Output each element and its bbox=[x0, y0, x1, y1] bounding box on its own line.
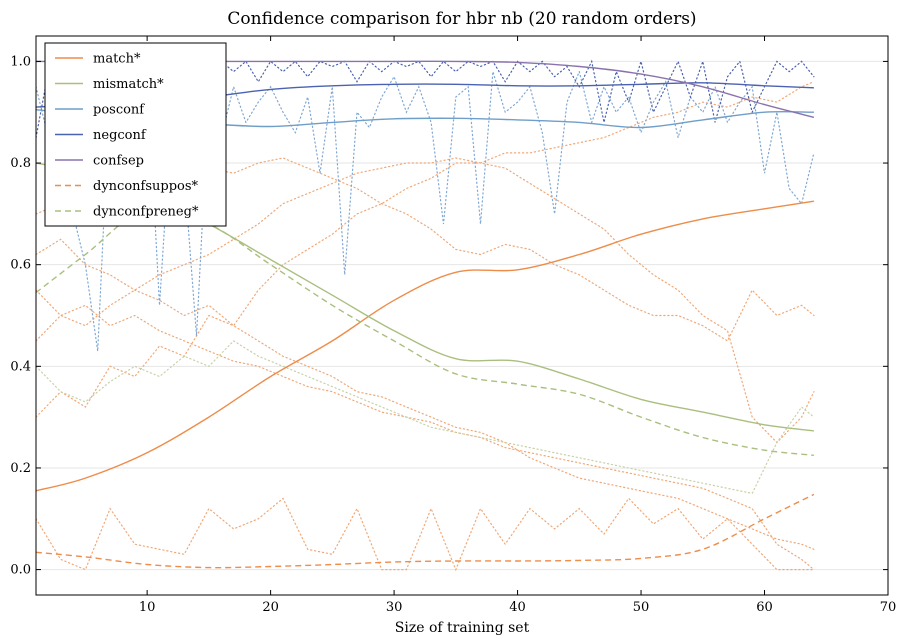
chart-title: Confidence comparison for hbr nb (20 ran… bbox=[227, 9, 696, 29]
legend-label: mismatch* bbox=[93, 77, 164, 92]
dotted-trace-line bbox=[36, 289, 815, 571]
x-tick-label: 30 bbox=[386, 600, 403, 615]
x-tick-label: 50 bbox=[633, 600, 650, 615]
legend-label: dynconfsuppos* bbox=[93, 179, 199, 194]
dotted-trace-line bbox=[36, 497, 815, 572]
x-tick-label: 10 bbox=[139, 600, 156, 615]
plot-frame bbox=[35, 35, 889, 596]
series-line-match bbox=[36, 200, 815, 492]
y-tick-label: 0.0 bbox=[10, 563, 31, 578]
x-tick-label: 70 bbox=[880, 600, 897, 615]
legend-label: negconf bbox=[93, 128, 147, 143]
legend-label: posconf bbox=[93, 103, 145, 118]
series-line-dynconfsuppos bbox=[36, 493, 815, 569]
legend: match* mismatch* posconf negconf confsep dync… bbox=[44, 42, 227, 227]
dotted-trace-line bbox=[36, 157, 815, 444]
y-tick-label: 0.4 bbox=[10, 359, 31, 374]
x-tick-label: 40 bbox=[509, 600, 526, 615]
x-axis-label: Size of training set bbox=[395, 620, 530, 636]
series-line-dynconfpreneg bbox=[36, 206, 814, 456]
x-tick-label: 60 bbox=[756, 600, 773, 615]
x-tick-label: 20 bbox=[262, 600, 279, 615]
y-tick-label: 0.6 bbox=[10, 258, 31, 273]
dotted-trace-line bbox=[36, 81, 815, 418]
dotted-trace-line bbox=[36, 238, 815, 550]
y-tick-label: 1.0 bbox=[10, 54, 31, 69]
legend-label: dynconfpreneg* bbox=[93, 205, 199, 220]
dotted-trace-line bbox=[36, 152, 815, 342]
legend-label: match* bbox=[93, 52, 141, 67]
legend-label: confsep bbox=[93, 154, 144, 169]
axis-ticks: 0.0 0.2 0.4 0.6 0.8 1.0 10 20 30 40 50 60 70 bbox=[10, 36, 896, 615]
dotted-trace-line bbox=[36, 340, 815, 495]
y-tick-label: 0.8 bbox=[10, 156, 31, 171]
dotted-trace-line bbox=[36, 59, 815, 139]
y-tick-label: 0.2 bbox=[10, 461, 31, 476]
